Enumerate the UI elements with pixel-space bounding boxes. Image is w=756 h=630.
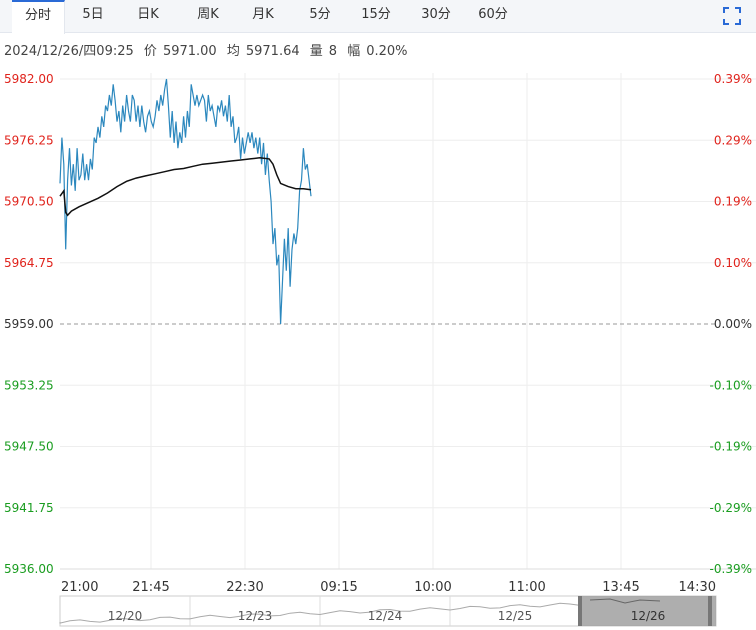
price-tick: 5953.25 (4, 378, 54, 392)
chart-series (59, 78, 312, 325)
overview-trend (59, 602, 581, 624)
price-tick: 5964.75 (4, 256, 54, 270)
tab-3[interactable]: 周K (197, 7, 219, 22)
price-line (59, 78, 312, 325)
price-tick: 5982.00 (4, 72, 54, 86)
overview-day-label: 12/24 (368, 609, 403, 623)
overview-handle-left (578, 596, 582, 626)
change-label: 幅 (347, 44, 361, 59)
percent-tick: -0.39% (710, 562, 752, 576)
percent-tick: -0.29% (710, 501, 752, 515)
volume-value: 8 (328, 44, 338, 59)
time-tick: 14:30 (679, 580, 716, 595)
overview-frame (59, 595, 717, 627)
time-tick: 09:15 (320, 580, 357, 595)
price-tick: 5976.25 (4, 133, 54, 147)
percent-axis: 0.39% 0.29% 0.19% 0.10% 0.00% -0.10% -0.19% -0.… (710, 72, 752, 576)
overview-trend-selected (589, 598, 661, 604)
tab-1[interactable]: 5日 (82, 7, 104, 22)
time-tick: 21:00 (61, 580, 98, 595)
overview-selection (580, 596, 716, 626)
overview-handle-right (708, 596, 712, 626)
percent-tick: -0.10% (710, 378, 752, 392)
percent-tick: 0.10% (714, 256, 752, 270)
time-tick: 10:00 (414, 580, 451, 595)
price-tick: 5959.00 (4, 317, 54, 331)
overview-navigator[interactable]: 12/20 12/23 12/24 12/25 12/26 (59, 595, 717, 627)
time-tick: 13:45 (602, 580, 639, 595)
tab-7[interactable]: 30分 (421, 7, 451, 22)
period-tabs: 分时 5日 日K 周K 月K 5分 15分 30分 60分 (0, 0, 756, 34)
tab-8[interactable]: 60分 (478, 7, 508, 22)
tab-6[interactable]: 15分 (361, 7, 391, 22)
time-tick: 21:45 (132, 580, 169, 595)
time-axis: 21:00 21:45 22:30 09:15 10:00 11:00 13:45 14:30 (61, 580, 716, 595)
chart-grid (60, 73, 756, 570)
avg-value: 5971.64 (245, 44, 300, 59)
percent-tick: -0.19% (710, 440, 752, 454)
price-tick: 5941.75 (4, 501, 54, 515)
price-value: 5971.00 (162, 44, 217, 59)
percent-tick: 0.19% (714, 195, 752, 209)
fullscreen-icon[interactable] (722, 6, 742, 26)
avg-label: 均 (226, 44, 240, 59)
quote-datetime: 2024/12/26/四09:25 (4, 44, 134, 59)
average-line (59, 157, 312, 217)
tab-5[interactable]: 5分 (309, 7, 331, 22)
tab-4[interactable]: 月K (252, 7, 274, 22)
price-axis: 5982.00 5976.25 5970.50 5964.75 5959.00 5953.… (4, 72, 54, 576)
volume-label: 量 (309, 44, 323, 59)
percent-tick: 0.29% (714, 133, 752, 147)
price-tick: 5970.50 (4, 195, 54, 209)
percent-tick: 0.00% (714, 317, 752, 331)
price-label: 价 (143, 44, 157, 59)
time-tick: 22:30 (226, 580, 263, 595)
price-tick: 5936.00 (4, 562, 54, 576)
time-tick: 11:00 (508, 580, 545, 595)
percent-tick: 0.39% (714, 72, 752, 86)
change-value: 0.20% (366, 44, 408, 59)
overview-day-label: 12/26 (631, 609, 666, 623)
overview-day-label: 12/25 (498, 609, 533, 623)
price-tick: 5947.50 (4, 440, 54, 454)
tab-0[interactable]: 分时 (12, 0, 65, 34)
tab-2[interactable]: 日K (137, 7, 159, 22)
overview-day-label: 12/23 (238, 609, 273, 623)
overview-day-label: 12/20 (108, 609, 143, 623)
